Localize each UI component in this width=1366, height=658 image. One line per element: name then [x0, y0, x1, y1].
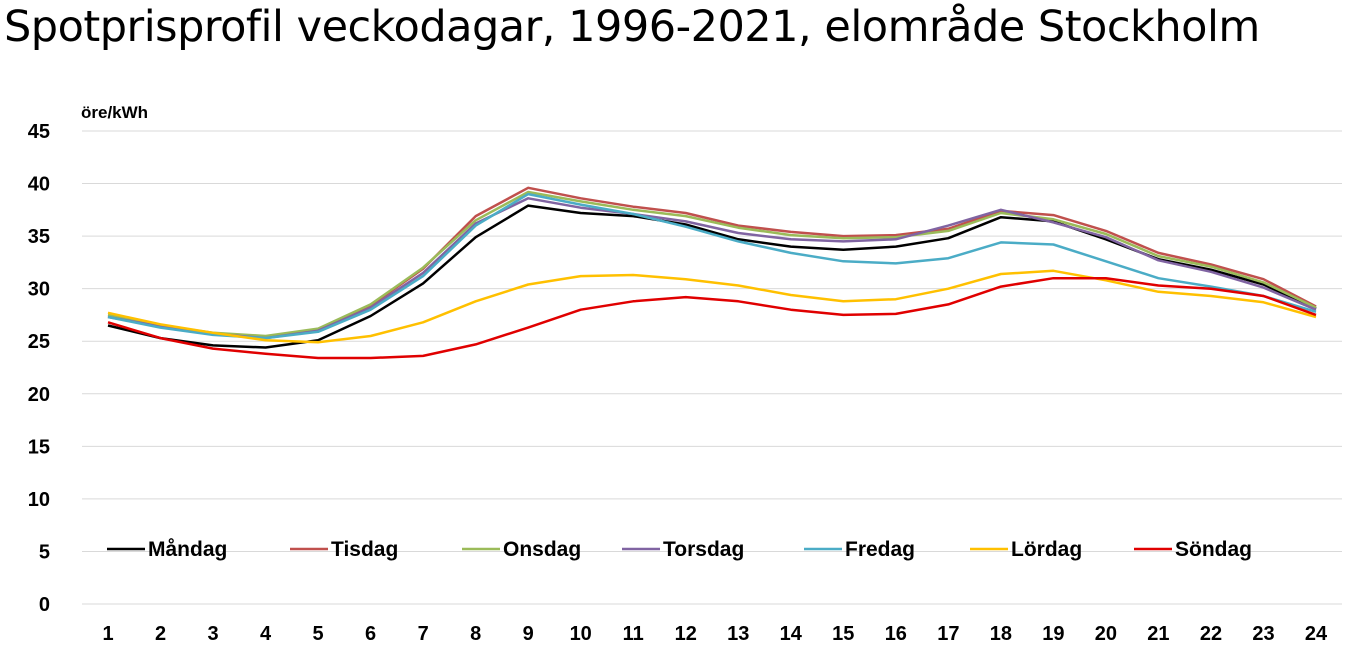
y-tick-label: 20: [28, 384, 50, 406]
y-tick-label: 40: [28, 174, 50, 196]
y-axis-ticks: 0 5 10 15 20 25 30 35 40 45: [28, 121, 50, 616]
x-axis-ticks: 1 2 3 4 5 6 7 8 9 10 11 12 13 14 15 16 17 18 19 20 21 22 23 24: [102, 623, 1328, 645]
legend-item: Tisdag: [290, 538, 398, 561]
legend-item: Fredag: [804, 538, 915, 561]
x-tick-label: 11: [623, 623, 644, 645]
x-tick-label: 3: [207, 623, 218, 645]
x-tick-label: 12: [675, 623, 697, 645]
x-tick-label: 14: [780, 623, 803, 645]
legend-label: Onsdag: [503, 538, 581, 561]
x-tick-label: 5: [313, 623, 324, 645]
x-tick-label: 16: [885, 623, 907, 645]
legend-label: Torsdag: [663, 538, 744, 561]
x-tick-label: 18: [990, 623, 1012, 645]
legend-item: Onsdag: [462, 538, 581, 561]
series-line-l-rdag: [107, 269, 1317, 344]
x-tick-label: 2: [155, 623, 166, 645]
x-tick-label: 7: [418, 623, 429, 645]
x-tick-label: 19: [1042, 623, 1064, 645]
chart-title: Spotprisprofil veckodagar, 1996-2021, el…: [4, 2, 1260, 52]
x-tick-label: 4: [260, 623, 272, 645]
y-tick-label: 15: [28, 436, 50, 458]
series-line-onsdag: [107, 190, 1317, 338]
x-tick-label: 21: [1147, 623, 1169, 645]
x-tick-label: 1: [102, 623, 113, 645]
y-tick-label: 35: [28, 226, 50, 248]
x-tick-label: 24: [1305, 623, 1328, 645]
series-line-tisdag: [107, 186, 1317, 339]
x-tick-label: 20: [1095, 623, 1117, 645]
x-tick-label: 13: [727, 623, 749, 645]
x-tick-label: 8: [470, 623, 481, 645]
x-tick-label: 6: [365, 623, 376, 645]
x-tick-label: 9: [523, 623, 534, 645]
legend-item: Torsdag: [622, 538, 744, 561]
y-tick-label: 25: [28, 331, 50, 353]
legend-label: Lördag: [1011, 538, 1082, 561]
y-tick-label: 0: [39, 594, 50, 616]
legend: Måndag Tisdag Onsdag Torsdag Fredag Lördag Sön…: [107, 538, 1252, 561]
y-tick-label: 45: [28, 121, 50, 143]
series-lines: [107, 186, 1317, 360]
legend-item: Söndag: [1134, 538, 1252, 561]
x-tick-label: 22: [1200, 623, 1222, 645]
legend-item: Lördag: [970, 538, 1082, 561]
x-tick-label: 10: [570, 623, 592, 645]
x-tick-label: 17: [937, 623, 959, 645]
legend-label: Söndag: [1175, 538, 1252, 561]
legend-label: Tisdag: [331, 538, 398, 561]
legend-label: Måndag: [148, 538, 227, 561]
gridlines: [82, 130, 1342, 605]
legend-item: Måndag: [107, 538, 227, 561]
x-tick-label: 23: [1252, 623, 1274, 645]
y-tick-label: 10: [28, 489, 50, 511]
y-tick-label: 30: [28, 279, 50, 301]
legend-label: Fredag: [845, 538, 915, 561]
series-line-fredag: [107, 192, 1317, 340]
x-tick-label: 15: [832, 623, 854, 645]
y-tick-label: 5: [39, 541, 50, 563]
y-axis-unit-label: öre/kWh: [81, 103, 148, 122]
series-line-s-ndag: [107, 276, 1317, 360]
